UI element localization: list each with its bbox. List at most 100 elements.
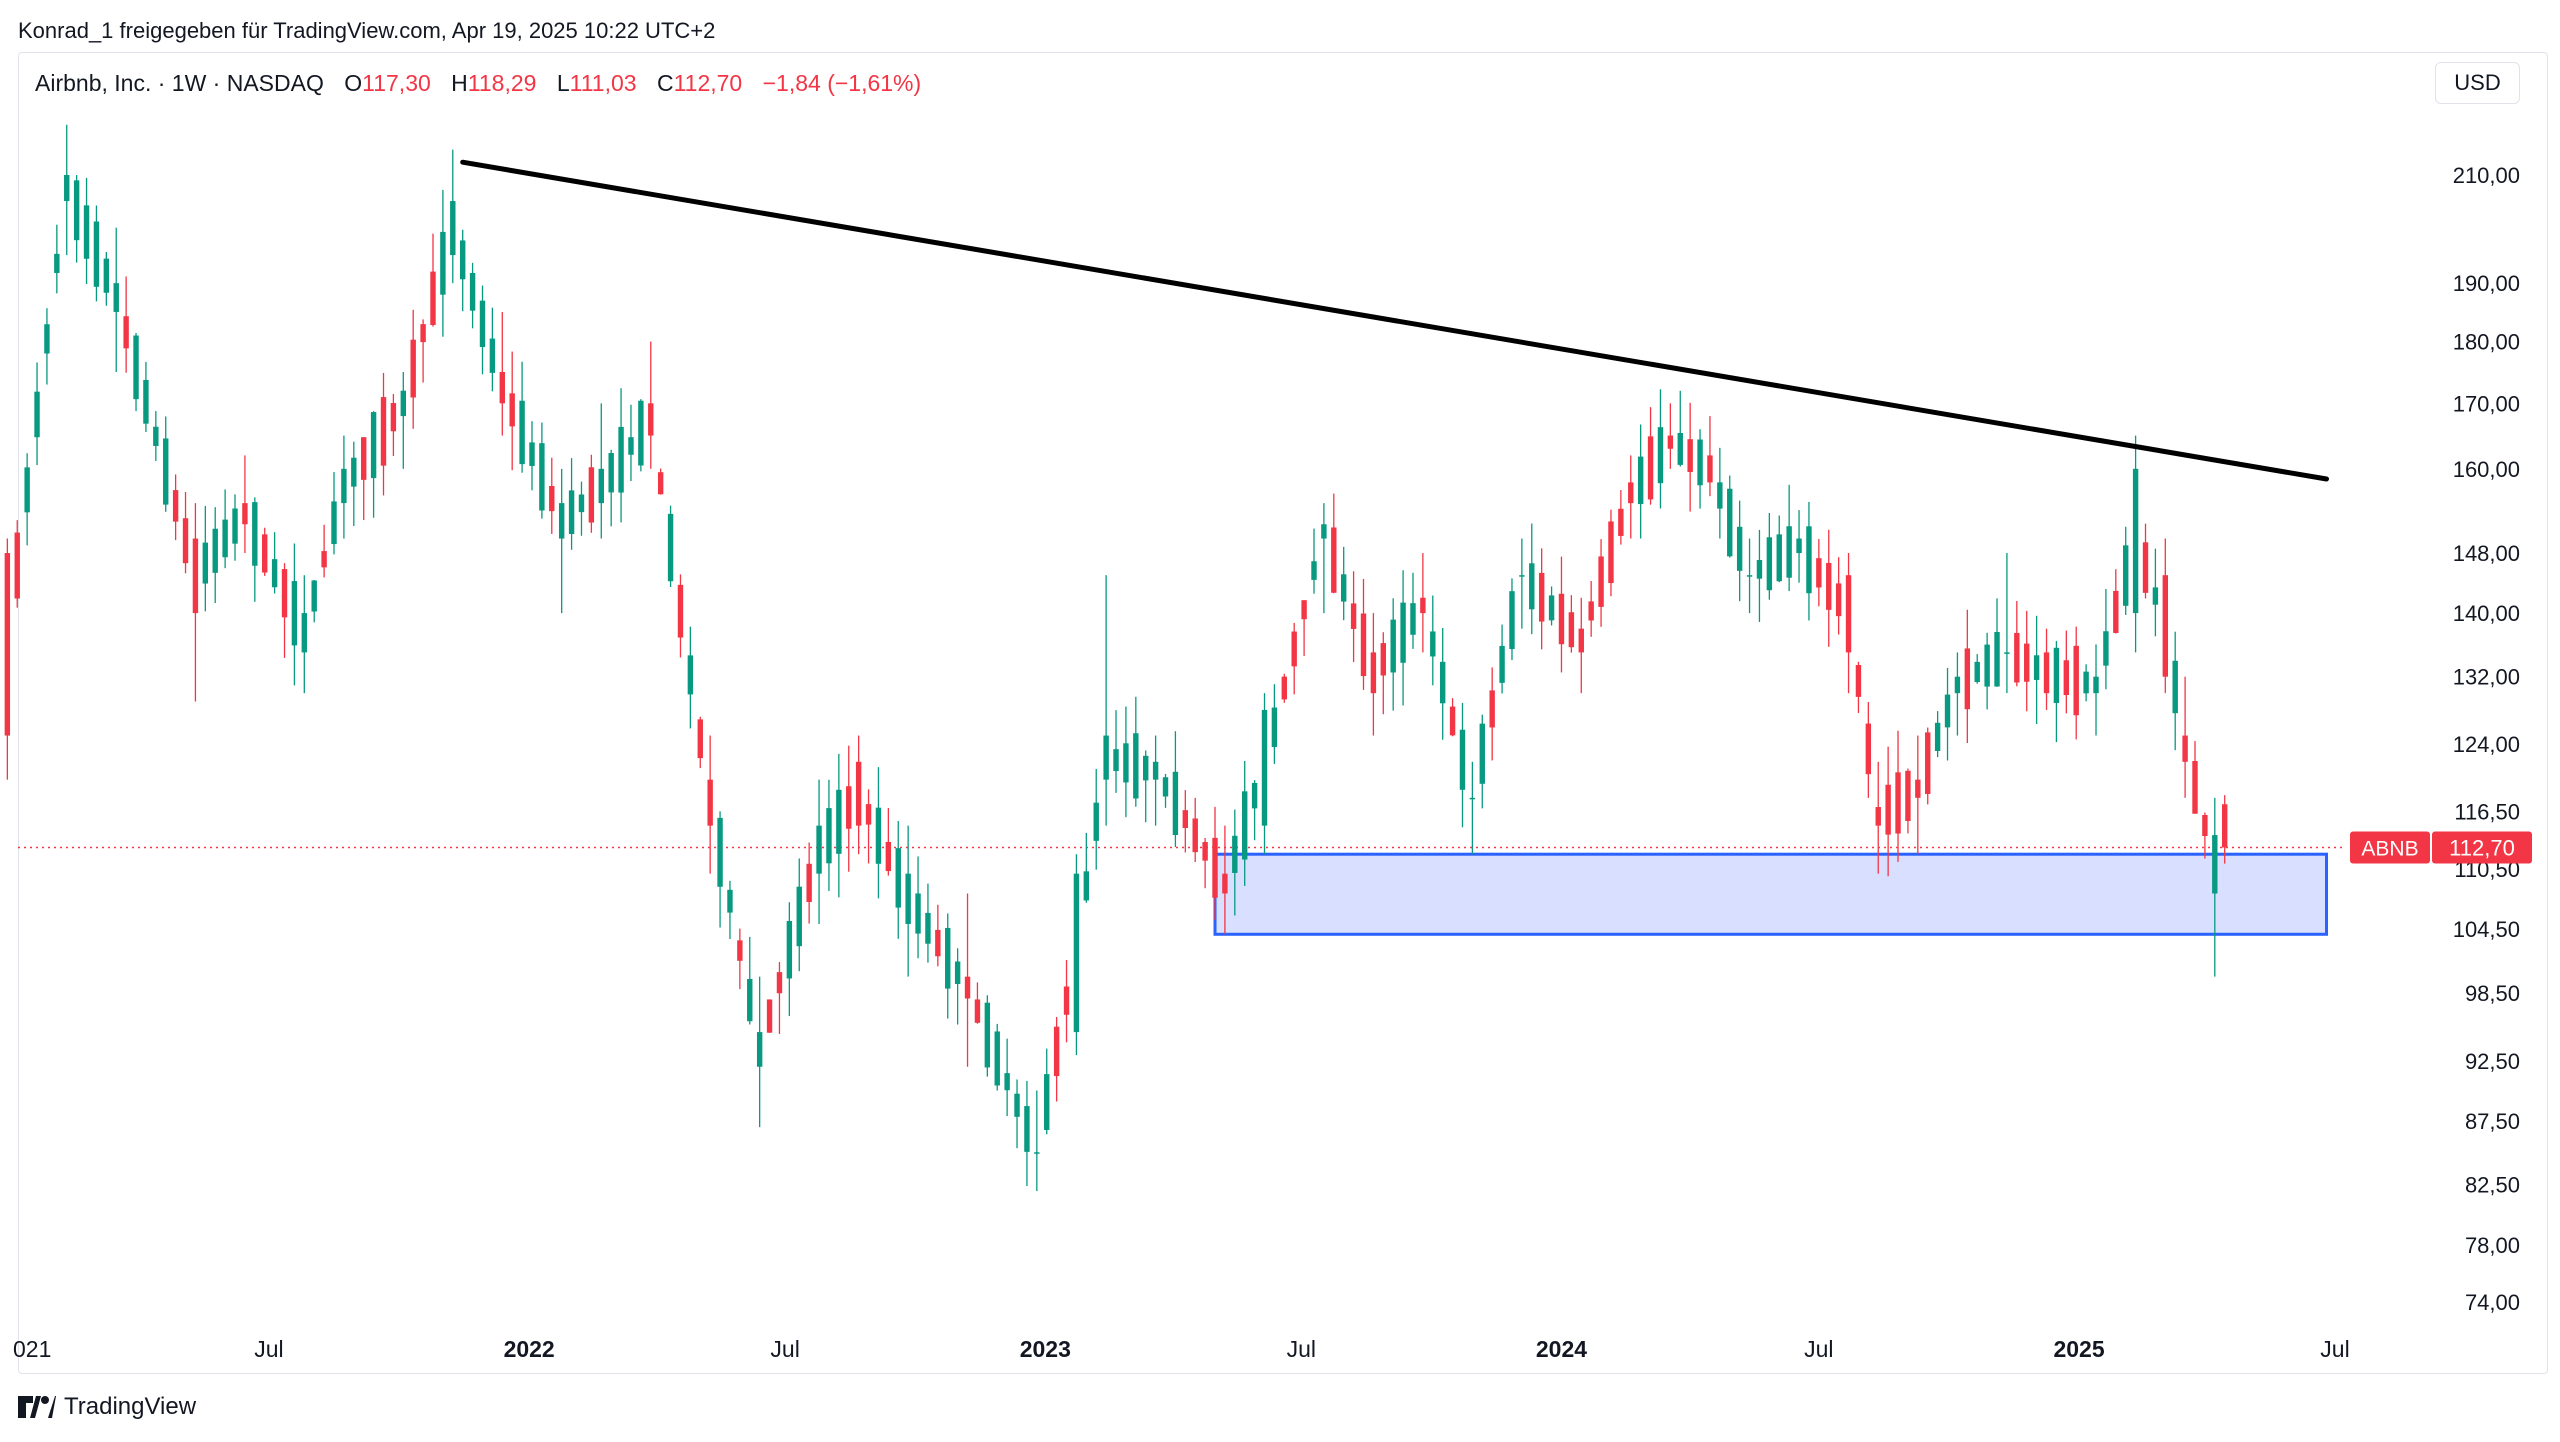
candle[interactable] bbox=[1212, 806, 1218, 921]
candle[interactable] bbox=[182, 492, 189, 574]
candle[interactable] bbox=[1529, 523, 1535, 635]
candle[interactable] bbox=[2221, 795, 2228, 864]
candle[interactable] bbox=[1697, 429, 1703, 509]
price-axis[interactable]: 210,00 190,00 180,00 170,00 160,00 148,00 140,… bbox=[2453, 163, 2520, 1315]
candle[interactable] bbox=[895, 821, 901, 939]
candle[interactable] bbox=[529, 421, 535, 491]
candle[interactable] bbox=[747, 936, 753, 1025]
candle[interactable] bbox=[1509, 578, 1515, 661]
candle[interactable] bbox=[73, 175, 80, 263]
candle[interactable] bbox=[2142, 523, 2149, 599]
candle[interactable] bbox=[1727, 475, 1733, 558]
candle[interactable] bbox=[2093, 644, 2099, 736]
candle[interactable] bbox=[519, 361, 525, 473]
candle[interactable] bbox=[786, 902, 793, 1017]
candle[interactable] bbox=[1182, 790, 1189, 853]
candle[interactable] bbox=[1162, 773, 1169, 808]
candle[interactable] bbox=[1489, 667, 1495, 761]
candle[interactable] bbox=[1281, 673, 1288, 703]
candle[interactable] bbox=[1469, 761, 1476, 855]
candle[interactable] bbox=[1826, 529, 1832, 647]
candle[interactable] bbox=[539, 422, 545, 519]
candle[interactable] bbox=[1430, 595, 1436, 686]
candle[interactable] bbox=[1143, 750, 1149, 823]
candle[interactable] bbox=[450, 149, 456, 284]
candle[interactable] bbox=[1053, 1017, 1060, 1102]
candle[interactable] bbox=[54, 224, 60, 294]
candle[interactable] bbox=[331, 472, 337, 555]
candle[interactable] bbox=[1083, 832, 1090, 903]
candle[interactable] bbox=[1568, 595, 1575, 653]
candle[interactable] bbox=[34, 362, 40, 466]
candle[interactable] bbox=[440, 189, 446, 337]
candle[interactable] bbox=[509, 351, 515, 471]
candle[interactable] bbox=[1905, 768, 1911, 834]
candle[interactable] bbox=[2182, 676, 2188, 798]
candle[interactable] bbox=[133, 332, 139, 412]
candle[interactable] bbox=[2024, 610, 2030, 712]
candle[interactable] bbox=[222, 489, 228, 569]
candle[interactable] bbox=[113, 227, 119, 372]
candle[interactable] bbox=[1885, 746, 1891, 877]
candle[interactable] bbox=[737, 928, 743, 990]
candle[interactable] bbox=[2123, 526, 2129, 615]
candle[interactable] bbox=[549, 457, 555, 534]
candle[interactable] bbox=[2192, 741, 2198, 814]
candle[interactable] bbox=[242, 455, 248, 554]
candle[interactable] bbox=[1608, 509, 1614, 597]
candle[interactable] bbox=[1984, 632, 1990, 710]
candle[interactable] bbox=[984, 995, 991, 1077]
candle[interactable] bbox=[2014, 601, 2020, 687]
candle[interactable] bbox=[905, 825, 911, 977]
candle[interactable] bbox=[1123, 706, 1129, 818]
candle[interactable] bbox=[1004, 1038, 1010, 1117]
candle[interactable] bbox=[964, 893, 971, 1067]
candle[interactable] bbox=[123, 276, 129, 373]
candle[interactable] bbox=[1242, 761, 1248, 886]
candle[interactable] bbox=[1390, 598, 1396, 711]
resistance-trendline[interactable] bbox=[460, 159, 2330, 482]
candle[interactable] bbox=[489, 307, 496, 392]
candle[interactable] bbox=[1657, 389, 1664, 509]
candle[interactable] bbox=[291, 543, 298, 686]
candle[interactable] bbox=[1261, 693, 1268, 855]
candle[interactable] bbox=[103, 252, 110, 306]
candle[interactable] bbox=[262, 527, 268, 576]
symbol-price-tag[interactable]: ABNB bbox=[2350, 831, 2430, 864]
candle[interactable] bbox=[1103, 575, 1109, 826]
candle[interactable] bbox=[806, 842, 812, 924]
candle[interactable] bbox=[24, 453, 30, 546]
candle[interactable] bbox=[163, 416, 169, 512]
candle[interactable] bbox=[628, 404, 634, 482]
candle[interactable] bbox=[1944, 667, 1951, 761]
candle[interactable] bbox=[1647, 407, 1654, 505]
candle[interactable] bbox=[44, 308, 50, 385]
candle[interactable] bbox=[1370, 613, 1377, 736]
candle[interactable] bbox=[1499, 624, 1505, 694]
candle[interactable] bbox=[1331, 493, 1337, 594]
candle[interactable] bbox=[677, 574, 684, 658]
candle[interactable] bbox=[1954, 652, 1961, 736]
candle[interactable] bbox=[608, 449, 614, 527]
candle[interactable] bbox=[1321, 503, 1327, 614]
candle[interactable] bbox=[1875, 761, 1881, 874]
candle[interactable] bbox=[1340, 546, 1347, 621]
candle[interactable] bbox=[935, 904, 941, 967]
candle[interactable] bbox=[1093, 768, 1099, 870]
candle[interactable] bbox=[945, 913, 951, 1019]
candle[interactable] bbox=[172, 474, 179, 541]
candle[interactable] bbox=[1024, 1080, 1030, 1187]
symbol-title[interactable]: Airbnb, Inc. · 1W · NASDAQ bbox=[35, 70, 324, 96]
candle[interactable] bbox=[2103, 589, 2109, 690]
candle[interactable] bbox=[469, 262, 476, 329]
candle[interactable] bbox=[1113, 710, 1119, 793]
candle[interactable] bbox=[727, 880, 733, 939]
candle[interactable] bbox=[925, 883, 931, 963]
candle[interactable] bbox=[1637, 424, 1644, 539]
candle[interactable] bbox=[558, 468, 565, 614]
candle[interactable] bbox=[1835, 557, 1842, 635]
candle[interactable] bbox=[1558, 556, 1565, 673]
candle[interactable] bbox=[1994, 598, 2000, 687]
candle[interactable] bbox=[4, 538, 11, 780]
candle[interactable] bbox=[2132, 435, 2139, 653]
